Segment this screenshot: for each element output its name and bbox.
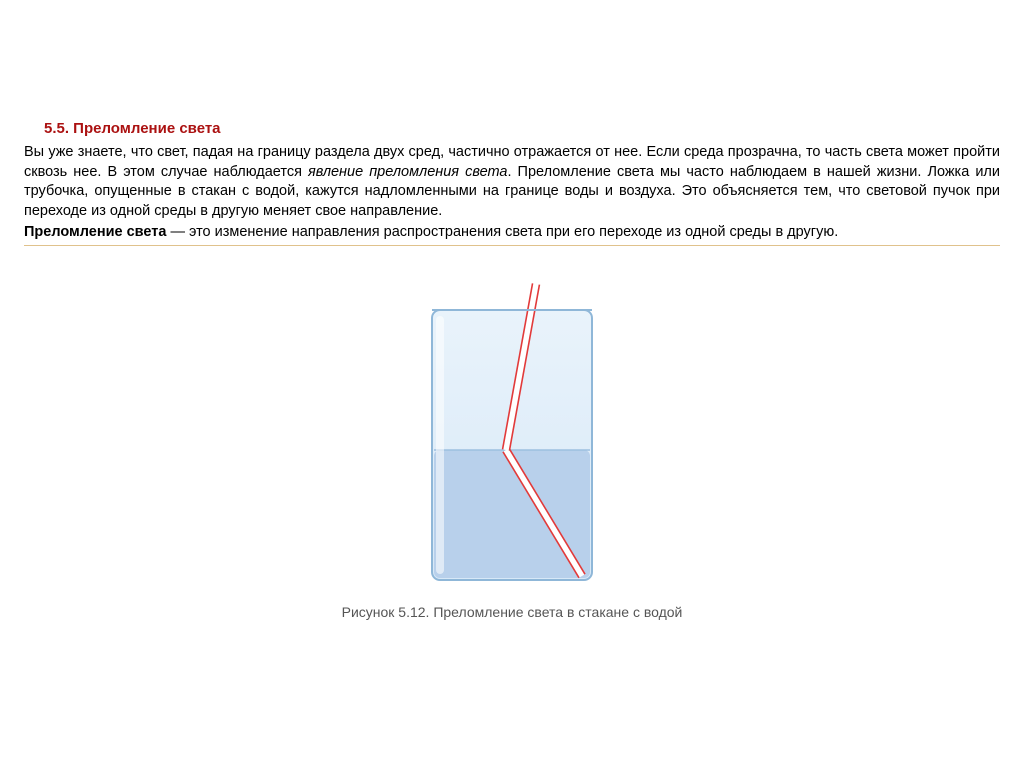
- definition-line: Преломление света — это изменение направ…: [24, 223, 1000, 246]
- figure: Рисунок 5.12. Преломление света в стакан…: [24, 270, 1000, 620]
- section-heading: 5.5. Преломление света: [44, 120, 1000, 137]
- paragraph-italic: явление преломления света: [308, 164, 507, 180]
- figure-caption: Рисунок 5.12. Преломление света в стакан…: [342, 604, 683, 620]
- definition-rest: — это изменение направления распростране…: [166, 224, 838, 240]
- definition-term: Преломление света: [24, 224, 166, 240]
- glass-diagram: [418, 270, 606, 590]
- page: 5.5. Преломление света Вы уже знаете, чт…: [0, 0, 1024, 620]
- body-paragraph: Вы уже знаете, что свет, падая на границ…: [24, 143, 1000, 221]
